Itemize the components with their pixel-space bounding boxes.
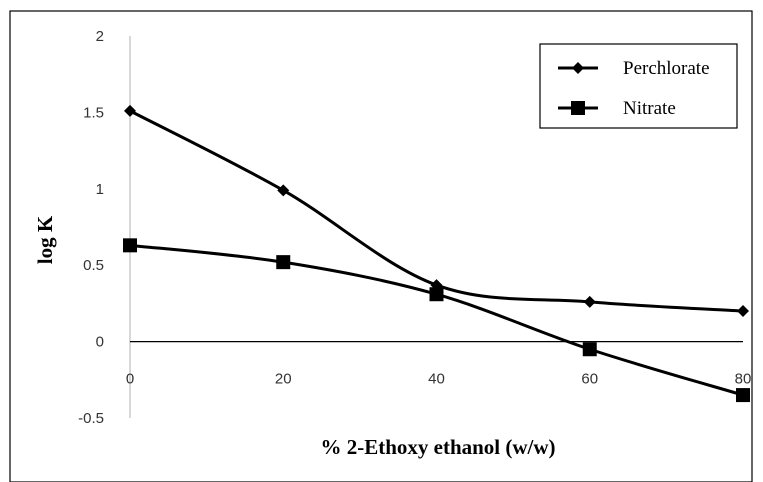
data-point-perchlorate xyxy=(583,295,596,308)
legend-entry-perchlorate: Perchlorate xyxy=(558,58,710,79)
x-tick-label: 80 xyxy=(735,371,752,388)
data-point-nitrate xyxy=(276,255,291,270)
data-point-nitrate xyxy=(582,342,597,357)
y-tick-label: 0.5 xyxy=(83,257,104,274)
legend-marker-nitrate xyxy=(571,101,585,115)
data-point-nitrate xyxy=(736,388,750,403)
y-axis-title: log K xyxy=(33,215,57,264)
x-tick-label: 0 xyxy=(126,371,134,388)
x-axis-title: % 2-Ethoxy ethanol (w/w) xyxy=(320,435,555,459)
series-nitrate xyxy=(123,238,750,403)
x-tick-label: 40 xyxy=(428,371,445,388)
y-tick-label: 2 xyxy=(96,28,104,45)
x-tick-label: 60 xyxy=(581,371,598,388)
series-layer xyxy=(123,104,750,403)
y-tick-label: -0.5 xyxy=(78,410,104,427)
x-axis: 0 20 40 60 80 xyxy=(126,341,752,388)
y-tick-label: 0 xyxy=(96,334,104,351)
data-point-perchlorate xyxy=(124,104,136,117)
legend-label: Perchlorate xyxy=(623,58,710,79)
legend: Perchlorate Nitrate xyxy=(539,43,738,129)
data-point-nitrate xyxy=(123,238,137,253)
data-point-nitrate xyxy=(429,287,444,302)
y-tick-label: 1 xyxy=(96,181,104,198)
data-point-perchlorate xyxy=(737,305,749,318)
legend-label: Nitrate xyxy=(623,98,676,119)
y-axis: 2 1.5 1 0.5 0 -0.5 xyxy=(78,28,131,427)
data-point-perchlorate xyxy=(277,184,290,197)
y-tick-label: 1.5 xyxy=(83,104,104,121)
x-tick-label: 20 xyxy=(275,371,292,388)
legend-marker-perchlorate xyxy=(572,62,584,74)
legend-entry-nitrate: Nitrate xyxy=(558,98,676,119)
